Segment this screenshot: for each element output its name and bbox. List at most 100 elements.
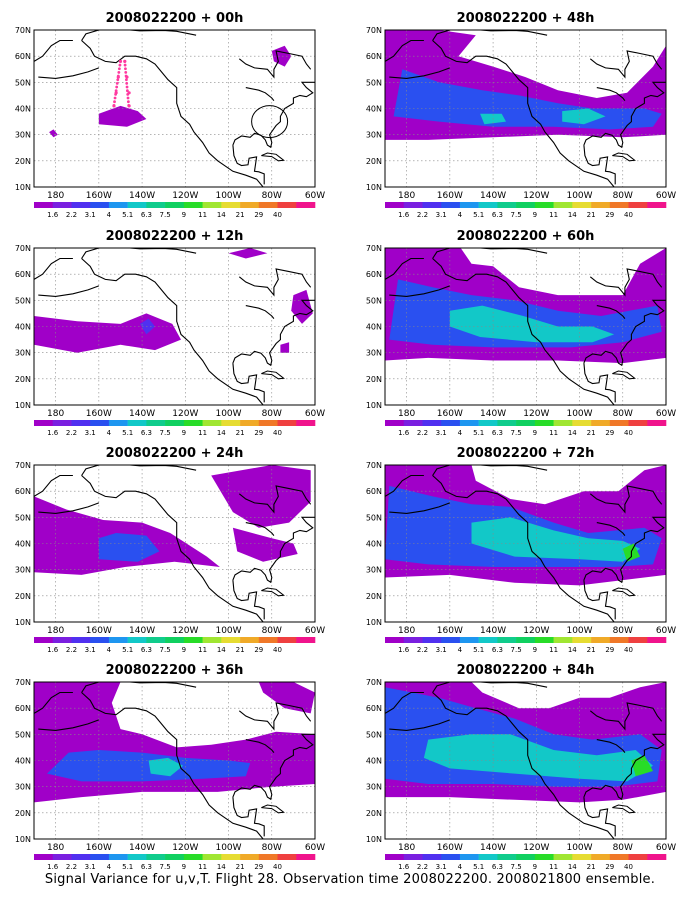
colorbar-label: 3.1 [436, 646, 447, 654]
colorbar-label: 29 [254, 646, 263, 654]
colorbar-swatch [34, 637, 53, 643]
flight-track-dot [123, 60, 127, 63]
coastline [81, 40, 264, 187]
lon-tick-label: 80W [262, 191, 282, 201]
colorbar-label: 21 [587, 863, 596, 871]
colorbar-label: 9 [533, 211, 537, 219]
lon-tick-label: 120W [172, 409, 198, 419]
coastline [81, 258, 264, 405]
coastline [596, 87, 626, 102]
flight-track-dot [124, 74, 128, 78]
colorbar-label: 6.3 [492, 646, 503, 654]
lon-tick-label: 120W [523, 191, 549, 201]
lat-tick-label: 20N [15, 592, 31, 601]
map-panel-p60: 2008022200 + 60h 70N 60N 50N 40N 30N 20N 10N 180… [366, 229, 676, 437]
colorbar-label: 9 [182, 863, 186, 871]
colorbar-label: 2.2 [66, 429, 77, 437]
colorbar-label: 40 [624, 211, 633, 219]
colorbar-label: 1.6 [398, 863, 410, 871]
colorbar-swatch [459, 420, 479, 426]
colorbar-label: 6.3 [492, 429, 503, 437]
lon-tick-label: 120W [172, 626, 198, 636]
colorbar-label: 9 [533, 646, 537, 654]
colorbar-label: 7.5 [511, 863, 522, 871]
colorbar-swatch [165, 854, 185, 860]
contour-region [631, 755, 653, 777]
map-frame [33, 464, 316, 623]
colorbar-swatch [497, 202, 517, 208]
colorbar-swatch [202, 420, 222, 426]
colorbar-label: 2.2 [417, 646, 428, 654]
colorbar-swatch [403, 202, 423, 208]
coastline [232, 733, 315, 801]
colorbar-swatch [108, 637, 128, 643]
colorbar-swatch [459, 637, 479, 643]
lat-tick-label: 40N [15, 323, 31, 332]
lon-tick-label: 140W [129, 191, 155, 201]
colorbar-swatch [165, 420, 185, 426]
contour-field [34, 465, 315, 622]
lat-tick-label: 20N [15, 157, 31, 166]
lat-tick-label: 50N [15, 78, 31, 87]
colorbar-swatch [441, 420, 461, 426]
colorbar-label: 2.2 [417, 211, 428, 219]
colorbar-swatch [478, 854, 498, 860]
lat-tick-label: 60N [366, 52, 382, 61]
coastline [245, 522, 275, 536]
contour-region [98, 105, 147, 127]
colorbar-label: 7.5 [160, 646, 171, 654]
map-panel-p48: 2008022200 + 48h 70N 60N 50N 40N 30N 20N 10N 180… [366, 11, 676, 219]
colorbar-swatch [277, 854, 297, 860]
lon-tick-label: 180 [47, 191, 64, 201]
coastline [432, 258, 615, 405]
colorbar-label: 4 [107, 429, 112, 437]
lon-tick-label: 180 [398, 843, 415, 853]
colorbar-swatch [647, 637, 667, 643]
colorbar-swatch [534, 202, 554, 208]
lon-tick-label: 160W [86, 409, 112, 419]
lat-tick-label: 50N [15, 513, 31, 522]
lat-tick-label: 60N [366, 270, 382, 279]
contour-region [449, 305, 615, 343]
colorbar-swatch [497, 637, 517, 643]
colorbar-swatch [647, 202, 667, 208]
lat-tick-label: 60N [15, 52, 31, 61]
lon-tick-label: 100W [566, 626, 592, 636]
contour-region [562, 108, 606, 125]
lat-tick-label: 30N [366, 783, 382, 792]
colorbar-swatch [221, 420, 241, 426]
coastline [583, 363, 616, 403]
colorbar-swatch [183, 202, 203, 208]
coastline [261, 587, 285, 597]
colorbar-label: 1.6 [47, 211, 59, 219]
panel-title: 2008022200 + 60h [457, 229, 595, 244]
panel-title: 2008022200 + 36h [106, 663, 244, 678]
colorbar-label: 21 [236, 646, 245, 654]
lat-tick-label: 70N [15, 26, 31, 35]
colorbar-label: 3.1 [85, 863, 96, 871]
coastline [34, 474, 73, 497]
colorbar-swatch [628, 420, 648, 426]
coastline [81, 465, 197, 476]
lat-tick-label: 50N [366, 296, 382, 305]
coastline [612, 370, 636, 380]
colorbar-label: 14 [568, 646, 577, 654]
coastline [232, 363, 265, 403]
colorbar-label: 4 [458, 429, 463, 437]
colorbar-label: 14 [568, 429, 577, 437]
lat-tick-label: 60N [15, 487, 31, 496]
colorbar-label: 6.3 [141, 863, 152, 871]
colorbar-swatch [296, 202, 316, 208]
lat-tick-label: 40N [366, 323, 382, 332]
lat-tick-label: 70N [366, 678, 382, 687]
lon-tick-label: 80W [262, 409, 282, 419]
contour-field [34, 248, 315, 405]
colorbar-swatch [146, 420, 166, 426]
colorbar-swatch [385, 637, 404, 643]
colorbar-swatch [296, 637, 316, 643]
contour-field [34, 30, 315, 187]
coastline [432, 248, 548, 259]
colorbar-label: 14 [568, 211, 577, 219]
colorbar-label: 40 [624, 863, 633, 871]
flight-track-dot [123, 63, 127, 67]
